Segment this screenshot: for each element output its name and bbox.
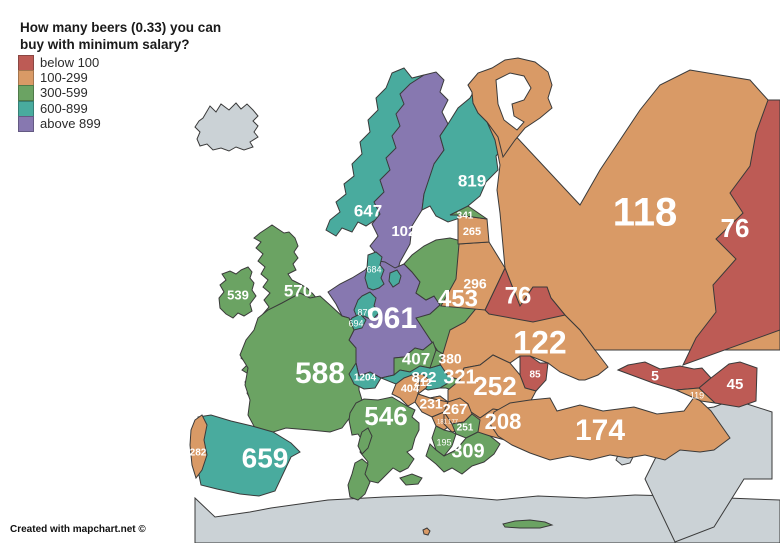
- svg-text:1204: 1204: [354, 373, 377, 384]
- svg-text:5: 5: [651, 368, 659, 384]
- svg-text:174: 174: [575, 414, 625, 447]
- svg-text:539: 539: [227, 287, 249, 302]
- svg-text:870: 870: [357, 307, 372, 317]
- svg-text:212: 212: [414, 377, 432, 389]
- svg-text:181: 181: [437, 420, 448, 426]
- svg-text:76: 76: [505, 282, 532, 309]
- svg-text:85: 85: [529, 370, 541, 381]
- svg-text:119: 119: [690, 390, 704, 400]
- svg-text:231: 231: [419, 396, 443, 412]
- svg-text:341: 341: [457, 211, 474, 222]
- svg-text:380: 380: [438, 351, 462, 367]
- svg-text:647: 647: [354, 201, 382, 220]
- svg-text:309: 309: [451, 440, 484, 462]
- svg-text:407: 407: [402, 349, 430, 368]
- svg-text:321: 321: [443, 366, 476, 388]
- svg-text:1020: 1020: [391, 223, 424, 240]
- svg-text:819: 819: [458, 171, 486, 190]
- svg-text:251: 251: [457, 423, 474, 434]
- svg-text:296: 296: [463, 276, 487, 292]
- svg-text:961: 961: [367, 302, 417, 335]
- svg-text:76: 76: [721, 213, 750, 243]
- svg-text:265: 265: [463, 226, 481, 238]
- svg-text:588: 588: [295, 357, 345, 390]
- svg-text:118: 118: [613, 191, 678, 235]
- svg-text:195: 195: [436, 437, 451, 447]
- svg-text:45: 45: [727, 376, 744, 393]
- svg-text:252: 252: [473, 371, 516, 401]
- svg-text:282: 282: [190, 448, 207, 459]
- svg-text:694: 694: [348, 318, 363, 328]
- svg-text:659: 659: [242, 442, 289, 473]
- svg-text:122: 122: [513, 324, 566, 360]
- svg-text:546: 546: [364, 401, 407, 431]
- svg-text:267: 267: [442, 401, 467, 418]
- svg-text:208: 208: [485, 409, 522, 434]
- svg-text:570: 570: [284, 281, 312, 300]
- svg-text:684: 684: [366, 264, 381, 274]
